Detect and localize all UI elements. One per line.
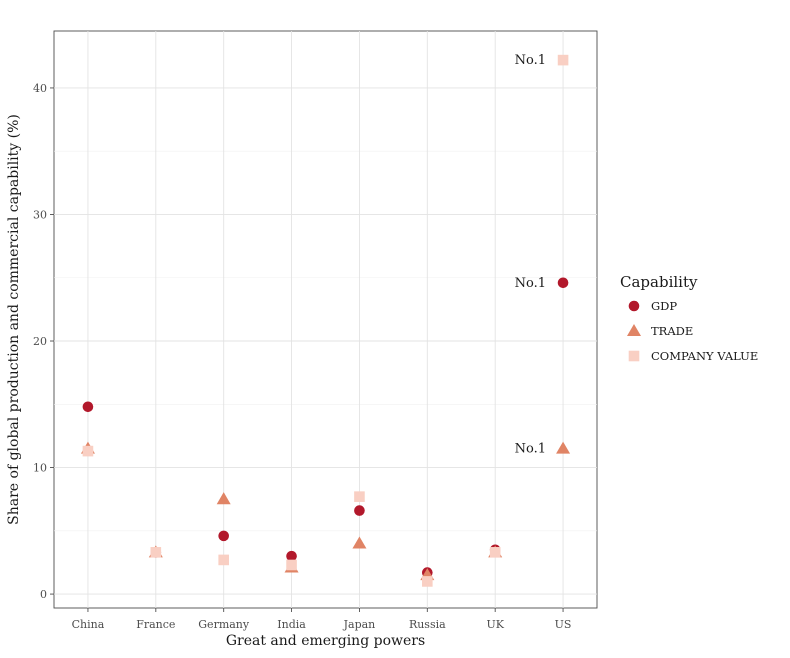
point-gdp <box>354 505 365 516</box>
point-company-value <box>150 547 162 558</box>
x-tick-label: Germany <box>198 618 250 631</box>
point-gdp <box>286 550 297 562</box>
legend: Capability GDP TRADE COMPANY VALUE <box>620 273 758 363</box>
plot-panel <box>53 30 598 609</box>
y-tick-label: 30 <box>33 208 47 221</box>
point-company-value <box>489 547 501 558</box>
y-tick-label: 40 <box>33 82 47 95</box>
y-axis-title: Share of global production and commercia… <box>6 114 22 525</box>
annotations: No.1 No.1 No.1 <box>515 53 546 456</box>
x-tick-label: UK <box>486 618 504 631</box>
point-gdp <box>82 401 94 413</box>
point-gdp <box>218 530 229 542</box>
point-trade <box>352 536 367 549</box>
annotation-label: No.1 <box>515 442 546 457</box>
point-trade <box>556 441 571 454</box>
x-axis-title: Great and emerging powers <box>226 633 425 649</box>
x-tick-label: France <box>136 618 175 631</box>
legend-key-gdp <box>628 300 640 312</box>
x-tick-label: India <box>277 618 306 631</box>
point-company-value <box>82 445 94 457</box>
point-gdp <box>557 277 569 289</box>
data-points <box>80 54 571 587</box>
x-tick-label: Russia <box>409 618 446 631</box>
point-company-value <box>354 491 365 502</box>
y-tick-label: 20 <box>33 335 47 348</box>
y-axis-ticks: 0 10 20 30 40 <box>33 82 54 601</box>
legend-title: Capability <box>620 273 698 291</box>
point-trade <box>216 492 231 505</box>
y-tick-label: 0 <box>40 588 47 601</box>
legend-label: GDP <box>651 299 677 313</box>
legend-key-company-value <box>628 350 640 362</box>
x-tick-label: US <box>555 618 572 631</box>
point-company-value <box>286 559 297 571</box>
annotation-label: No.1 <box>515 276 546 291</box>
legend-key-trade <box>627 324 641 337</box>
y-tick-label: 10 <box>33 462 47 475</box>
point-company-value <box>422 576 433 587</box>
x-tick-label: Japan <box>343 618 376 631</box>
x-axis-ticks: China France Germany India Japan Russia UK US <box>72 608 572 631</box>
point-company-value <box>218 554 229 566</box>
legend-label: COMPANY VALUE <box>651 349 758 363</box>
annotation-label: No.1 <box>515 53 546 68</box>
x-tick-label: China <box>72 618 105 631</box>
point-company-value <box>557 54 569 66</box>
legend-label: TRADE <box>651 324 693 338</box>
